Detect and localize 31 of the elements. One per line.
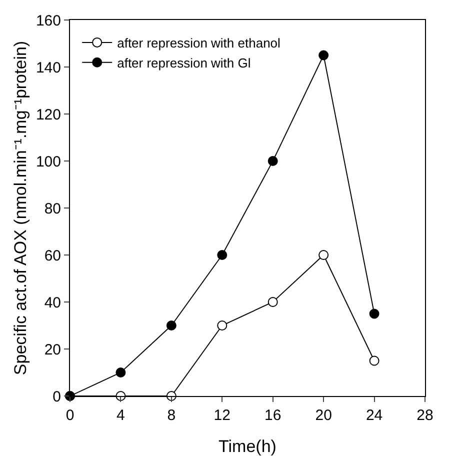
legend-label: after repression with Gl [117,55,251,70]
y-tick-label: 100 [36,153,61,170]
point [217,320,228,330]
x-tick-label: 12 [214,407,230,424]
y-tick-label: 80 [44,200,61,218]
y-axis-title: Specific act.of AOX (nmol.min⁻¹.mg⁻¹protein) [11,40,30,376]
x-tick-label: 0 [66,407,74,424]
y-tick-label: 60 [44,247,61,264]
x-tick-label: 28 [416,407,434,424]
x-axis-title: Time(h) [218,437,276,456]
point [318,50,329,60]
point [369,308,380,319]
point [166,320,176,330]
point [369,356,380,366]
y-tick-label: 160 [36,12,61,30]
y-tick-label: 120 [36,106,61,124]
y-tick-label: 20 [44,341,61,358]
y-tick-label: 40 [44,294,61,312]
x-tick-label: 8 [167,407,176,424]
x-tick-label: 16 [264,407,282,424]
point [116,368,126,378]
point [318,250,329,260]
y-tick-label: 140 [36,59,61,76]
point [217,250,228,260]
x-tick-label: 4 [116,407,125,424]
legend-label: after repression with ethanol [117,36,281,51]
point [268,297,278,307]
point [268,156,278,166]
x-tick-label: 24 [366,407,383,424]
y-tick-label: 0 [52,388,61,406]
x-tick-label: 20 [315,407,332,424]
